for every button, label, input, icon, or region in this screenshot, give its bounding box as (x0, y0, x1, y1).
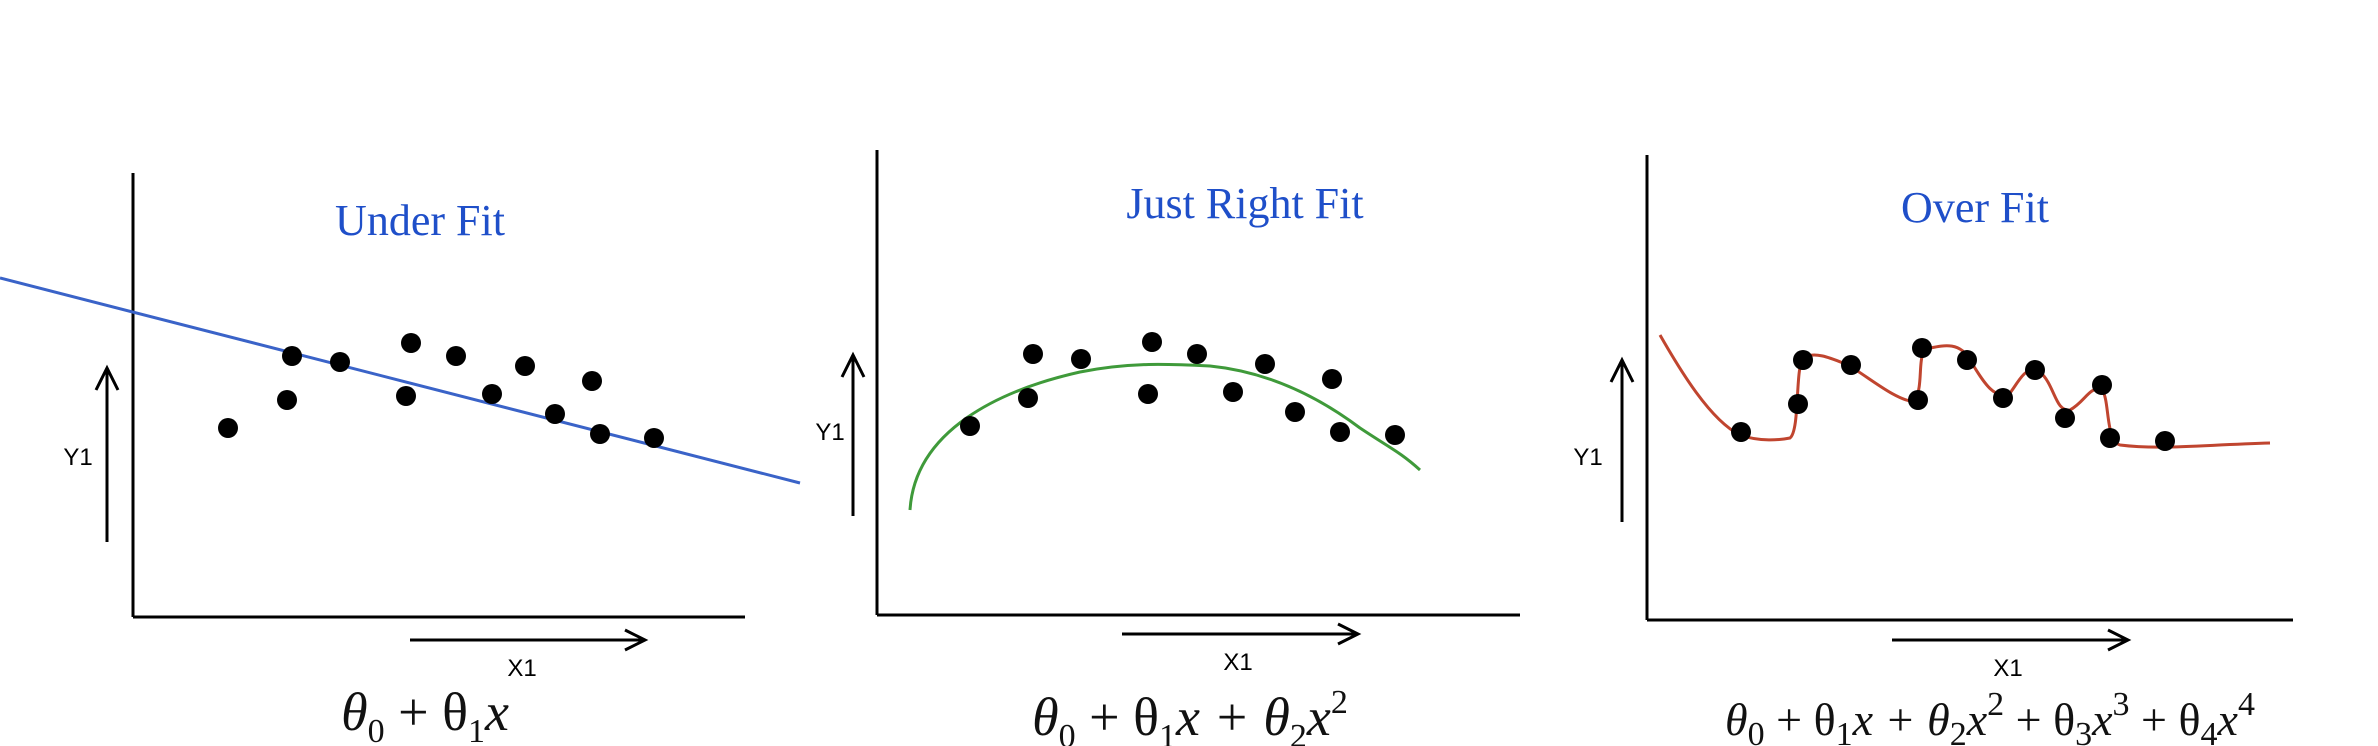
x-arrow (1122, 622, 1362, 646)
data-point (1788, 394, 1808, 414)
data-point (396, 386, 416, 406)
data-point (1187, 344, 1207, 364)
data-point (1912, 338, 1932, 358)
data-points (1731, 338, 2175, 451)
data-point (401, 333, 421, 353)
model-formula: θ0 + θ1x (341, 682, 509, 746)
data-point (1731, 422, 1751, 442)
data-point (644, 428, 664, 448)
y-arrow (1609, 356, 1635, 522)
data-point (1071, 349, 1091, 369)
data-point (2155, 431, 2175, 451)
panel-over-fit: Over Fit Y1 X1 θ0 + θ1x (1573, 155, 2293, 746)
data-points (960, 332, 1405, 445)
data-point (1385, 425, 1405, 445)
data-point (1142, 332, 1162, 352)
data-point (582, 371, 602, 391)
data-point (1023, 344, 1043, 364)
x-axis-label: X1 (1223, 649, 1252, 676)
data-point (1841, 355, 1861, 375)
data-point (330, 352, 350, 372)
panel-title: Under Fit (335, 196, 505, 245)
panel-title: Just Right Fit (1126, 179, 1363, 228)
data-point (1322, 369, 1342, 389)
data-point (1285, 402, 1305, 422)
y-arrow (94, 364, 120, 542)
model-formula: θ0 + θ1x + θ2x2 (1032, 684, 1348, 746)
data-point (218, 418, 238, 438)
x-axis-label: X1 (507, 655, 536, 682)
data-point (545, 404, 565, 424)
data-point (482, 384, 502, 404)
panel-under-fit: Under Fit Y1 X1 θ0 + θ1x (0, 173, 801, 746)
data-point (2025, 360, 2045, 380)
data-point (1957, 350, 1977, 370)
data-points (218, 333, 664, 448)
data-point (1138, 384, 1158, 404)
data-point (590, 424, 610, 444)
data-point (1018, 388, 1038, 408)
data-point (277, 390, 297, 410)
data-point (1993, 388, 2013, 408)
y-axis-label: Y1 (1573, 444, 1602, 471)
x-arrow (410, 628, 649, 652)
x-axis-label: X1 (1993, 655, 2022, 682)
linear-fit-line (0, 276, 801, 485)
y-axis-label: Y1 (815, 419, 844, 446)
data-point (515, 356, 535, 376)
model-formula: θ0 + θ1x + θ2x2 + θ3x3 + θ4x4 (1725, 686, 2255, 746)
panel-title: Over Fit (1901, 183, 2049, 232)
y-arrow (840, 351, 866, 516)
data-point (1908, 390, 1928, 410)
data-point (2100, 428, 2120, 448)
data-point (282, 346, 302, 366)
data-point (960, 416, 980, 436)
data-point (2055, 408, 2075, 428)
panel-just-right-fit: Just Right Fit Y1 X1 θ0 (815, 150, 1520, 746)
data-point (1223, 382, 1243, 402)
x-arrow (1892, 628, 2132, 652)
data-point (2092, 375, 2112, 395)
data-point (1793, 350, 1813, 370)
quadratic-fit-curve (908, 362, 1422, 511)
data-point (446, 346, 466, 366)
y-axis-label: Y1 (63, 444, 92, 471)
data-point (1330, 422, 1350, 442)
data-point (1255, 354, 1275, 374)
